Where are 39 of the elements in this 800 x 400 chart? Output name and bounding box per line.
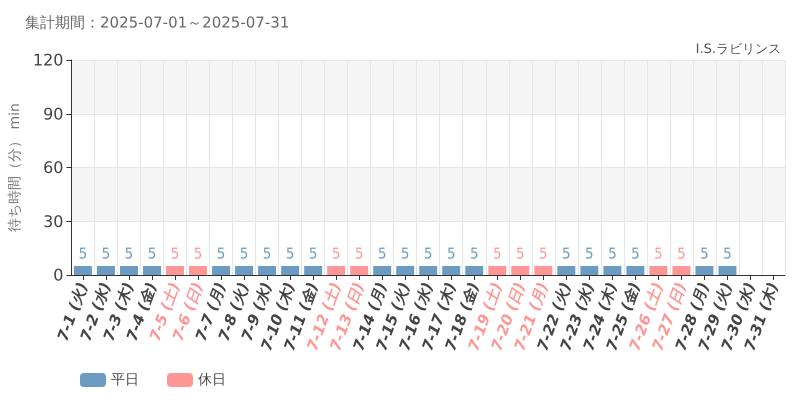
data-label: 5: [424, 244, 433, 263]
chart-subtitle: I.S.ラビリンス: [696, 42, 782, 57]
data-label: 5: [608, 244, 617, 263]
data-label: 5: [654, 244, 663, 263]
y-tick-label: 120: [32, 50, 64, 70]
data-label: 5: [539, 244, 548, 263]
data-label: 5: [378, 244, 386, 263]
data-label: 5: [492, 244, 502, 263]
data-label: 5: [102, 244, 110, 263]
data-label: 5: [631, 244, 640, 263]
y-tick-label: 90: [43, 104, 64, 124]
data-label: 5: [286, 244, 294, 263]
legend-label: 休日: [198, 372, 226, 388]
data-label: 5: [124, 244, 134, 263]
data-label: 5: [723, 244, 732, 263]
legend-label: 平日: [111, 372, 139, 388]
y-tick-label: 0: [53, 266, 64, 284]
data-label: 5: [516, 244, 525, 263]
y-tick-label: 30: [43, 212, 64, 231]
data-label: 5: [332, 244, 340, 263]
data-label: 5: [677, 244, 686, 263]
data-label: 5: [240, 244, 248, 263]
data-label: 5: [446, 244, 456, 263]
y-axis-title: 待ち時間（分） min: [7, 103, 23, 232]
data-label: 5: [170, 244, 180, 263]
data-label: 5: [216, 244, 226, 263]
data-label: 5: [78, 244, 88, 263]
data-label: 5: [400, 244, 410, 263]
data-label: 5: [585, 244, 594, 263]
data-label: 5: [354, 244, 364, 263]
data-label: 5: [194, 244, 202, 263]
data-label: 5: [262, 244, 272, 263]
data-label: 5: [562, 244, 571, 263]
data-label: 5: [700, 244, 709, 263]
data-label: 5: [308, 244, 318, 263]
data-label: 5: [470, 244, 479, 263]
data-label: 5: [148, 244, 156, 263]
y-tick-label: 60: [43, 158, 64, 177]
chart-title: 集計期間：2025-07-01～2025-07-31: [25, 14, 290, 32]
